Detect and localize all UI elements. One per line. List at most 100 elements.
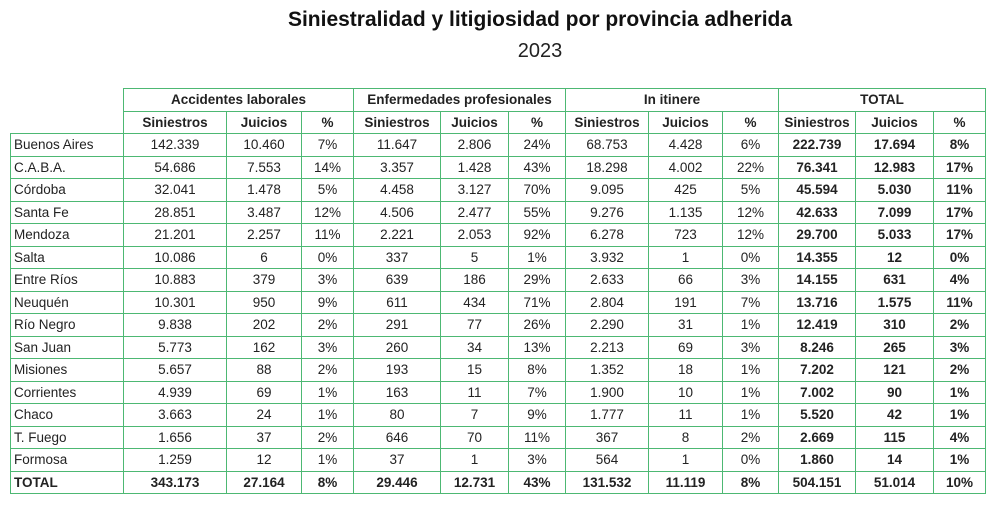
cell-accidentes-siniestros: 10.883: [123, 268, 227, 292]
group-header: In itinere: [565, 88, 779, 112]
province-name: Neuquén: [10, 290, 124, 314]
cell-itinere-percent: 12%: [722, 200, 779, 224]
cell-itinere-juicios: 1: [648, 245, 723, 269]
cell-total-juicios: 121: [855, 358, 934, 382]
province-name: Entre Ríos: [10, 268, 124, 292]
cell-enfermedades-juicios: 7: [440, 403, 509, 427]
cell-total-siniestros: 222.739: [778, 133, 856, 157]
cell-enfermedades-percent: 29%: [508, 268, 566, 292]
cell-accidentes-siniestros: 28.851: [123, 200, 227, 224]
cell-accidentes-siniestros: 9.838: [123, 313, 227, 337]
cell-accidentes-juicios: 37: [226, 425, 302, 449]
cell-enfermedades-percent: 3%: [508, 448, 566, 472]
cell-accidentes-siniestros: 10.301: [123, 290, 227, 314]
table-row: Santa Fe 28.851 3.487 12% 4.506 2.477 55% 9.276…: [10, 200, 986, 224]
cell-itinere-percent: 1%: [722, 358, 779, 382]
cell-accidentes-juicios: 69: [226, 380, 302, 404]
cell-enfermedades-siniestros: 337: [353, 245, 441, 269]
table-row: T. Fuego 1.656 37 2% 646 70 11% 367 8 2% 2.669 115 4…: [10, 425, 986, 449]
cell-itinere-siniestros: 1.352: [565, 358, 649, 382]
cell-itinere-percent: 0%: [722, 448, 779, 472]
cell-enfermedades-juicios: 2.053: [440, 223, 509, 247]
cell-itinere-percent: 8%: [722, 470, 779, 494]
province-name: Corrientes: [10, 380, 124, 404]
cell-itinere-percent: 0%: [722, 245, 779, 269]
cell-enfermedades-percent: 43%: [508, 155, 566, 179]
cell-enfermedades-siniestros: 2.221: [353, 223, 441, 247]
cell-total-juicios: 12.983: [855, 155, 934, 179]
cell-total-siniestros: 2.669: [778, 425, 856, 449]
cell-enfermedades-siniestros: 193: [353, 358, 441, 382]
cell-total-siniestros: 29.700: [778, 223, 856, 247]
cell-enfermedades-juicios: 34: [440, 335, 509, 359]
cell-accidentes-percent: 0%: [301, 245, 354, 269]
cell-itinere-juicios: 191: [648, 290, 723, 314]
province-name: TOTAL: [10, 470, 124, 494]
cell-accidentes-siniestros: 3.663: [123, 403, 227, 427]
cell-accidentes-percent: 3%: [301, 335, 354, 359]
cell-total-siniestros: 1.860: [778, 448, 856, 472]
cell-total-siniestros: 12.419: [778, 313, 856, 337]
table-row: Corrientes 4.939 69 1% 163 11 7% 1.900 10 1% 7.002…: [10, 380, 986, 404]
cell-total-juicios: 90: [855, 380, 934, 404]
cell-itinere-juicios: 4.002: [648, 155, 723, 179]
title-text: Siniestralidad y litigiosidad por provin…: [287, 8, 793, 31]
cell-itinere-juicios: 69: [648, 335, 723, 359]
cell-itinere-siniestros: 2.804: [565, 290, 649, 314]
cell-accidentes-siniestros: 4.939: [123, 380, 227, 404]
cell-enfermedades-siniestros: 291: [353, 313, 441, 337]
cell-itinere-siniestros: 1.777: [565, 403, 649, 427]
cell-itinere-juicios: 4.428: [648, 133, 723, 157]
cell-enfermedades-juicios: 70: [440, 425, 509, 449]
column-header-percent: %: [508, 110, 566, 134]
cell-accidentes-siniestros: 54.686: [123, 155, 227, 179]
cell-enfermedades-percent: 24%: [508, 133, 566, 157]
cell-accidentes-juicios: 10.460: [226, 133, 302, 157]
cell-total-siniestros: 13.716: [778, 290, 856, 314]
table-row: Misiones 5.657 88 2% 193 15 8% 1.352 18 1% 7.202 12…: [10, 358, 986, 382]
cell-enfermedades-juicios: 2.806: [440, 133, 509, 157]
table-row: San Juan 5.773 162 3% 260 34 13% 2.213 69 3% 8.246…: [10, 335, 986, 359]
cell-accidentes-juicios: 88: [226, 358, 302, 382]
cell-accidentes-siniestros: 1.259: [123, 448, 227, 472]
group-header: TOTAL: [778, 88, 986, 112]
province-name: T. Fuego: [10, 425, 124, 449]
cell-enfermedades-percent: 26%: [508, 313, 566, 337]
table-row: Formosa 1.259 12 1% 37 1 3% 564 1 0% 1.860 14 1%: [10, 448, 986, 472]
cell-total-juicios: 42: [855, 403, 934, 427]
cell-total-percent: 17%: [933, 200, 986, 224]
cell-total-percent: 1%: [933, 448, 986, 472]
cell-enfermedades-juicios: 1.428: [440, 155, 509, 179]
cell-total-siniestros: 7.202: [778, 358, 856, 382]
cell-accidentes-juicios: 202: [226, 313, 302, 337]
cell-itinere-juicios: 18: [648, 358, 723, 382]
cell-accidentes-percent: 12%: [301, 200, 354, 224]
cell-itinere-siniestros: 9.095: [565, 178, 649, 202]
cell-enfermedades-siniestros: 611: [353, 290, 441, 314]
cell-total-juicios: 14: [855, 448, 934, 472]
cell-itinere-juicios: 11: [648, 403, 723, 427]
cell-total-juicios: 12: [855, 245, 934, 269]
cell-itinere-juicios: 425: [648, 178, 723, 202]
cell-itinere-juicios: 11.119: [648, 470, 723, 494]
cell-total-percent: 17%: [933, 155, 986, 179]
cell-total-percent: 11%: [933, 290, 986, 314]
cell-enfermedades-juicios: 15: [440, 358, 509, 382]
cell-itinere-percent: 3%: [722, 335, 779, 359]
cell-total-percent: 4%: [933, 425, 986, 449]
group-header-row: Accidentes laborales Enfermedades profesi…: [11, 88, 986, 112]
cell-total-juicios: 115: [855, 425, 934, 449]
cell-accidentes-percent: 1%: [301, 403, 354, 427]
cell-itinere-siniestros: 2.633: [565, 268, 649, 292]
cell-accidentes-juicios: 7.553: [226, 155, 302, 179]
cell-accidentes-juicios: 2.257: [226, 223, 302, 247]
column-header-percent: %: [933, 110, 986, 134]
province-name: Santa Fe: [10, 200, 124, 224]
cell-total-juicios: 1.575: [855, 290, 934, 314]
cell-itinere-juicios: 723: [648, 223, 723, 247]
cell-total-juicios: 17.694: [855, 133, 934, 157]
cell-total-percent: 1%: [933, 403, 986, 427]
table-row: Mendoza 21.201 2.257 11% 2.221 2.053 92% 6.278 7…: [10, 223, 986, 247]
provinces-table: Accidentes laborales Enfermedades profesi…: [10, 88, 986, 494]
cell-accidentes-siniestros: 1.656: [123, 425, 227, 449]
